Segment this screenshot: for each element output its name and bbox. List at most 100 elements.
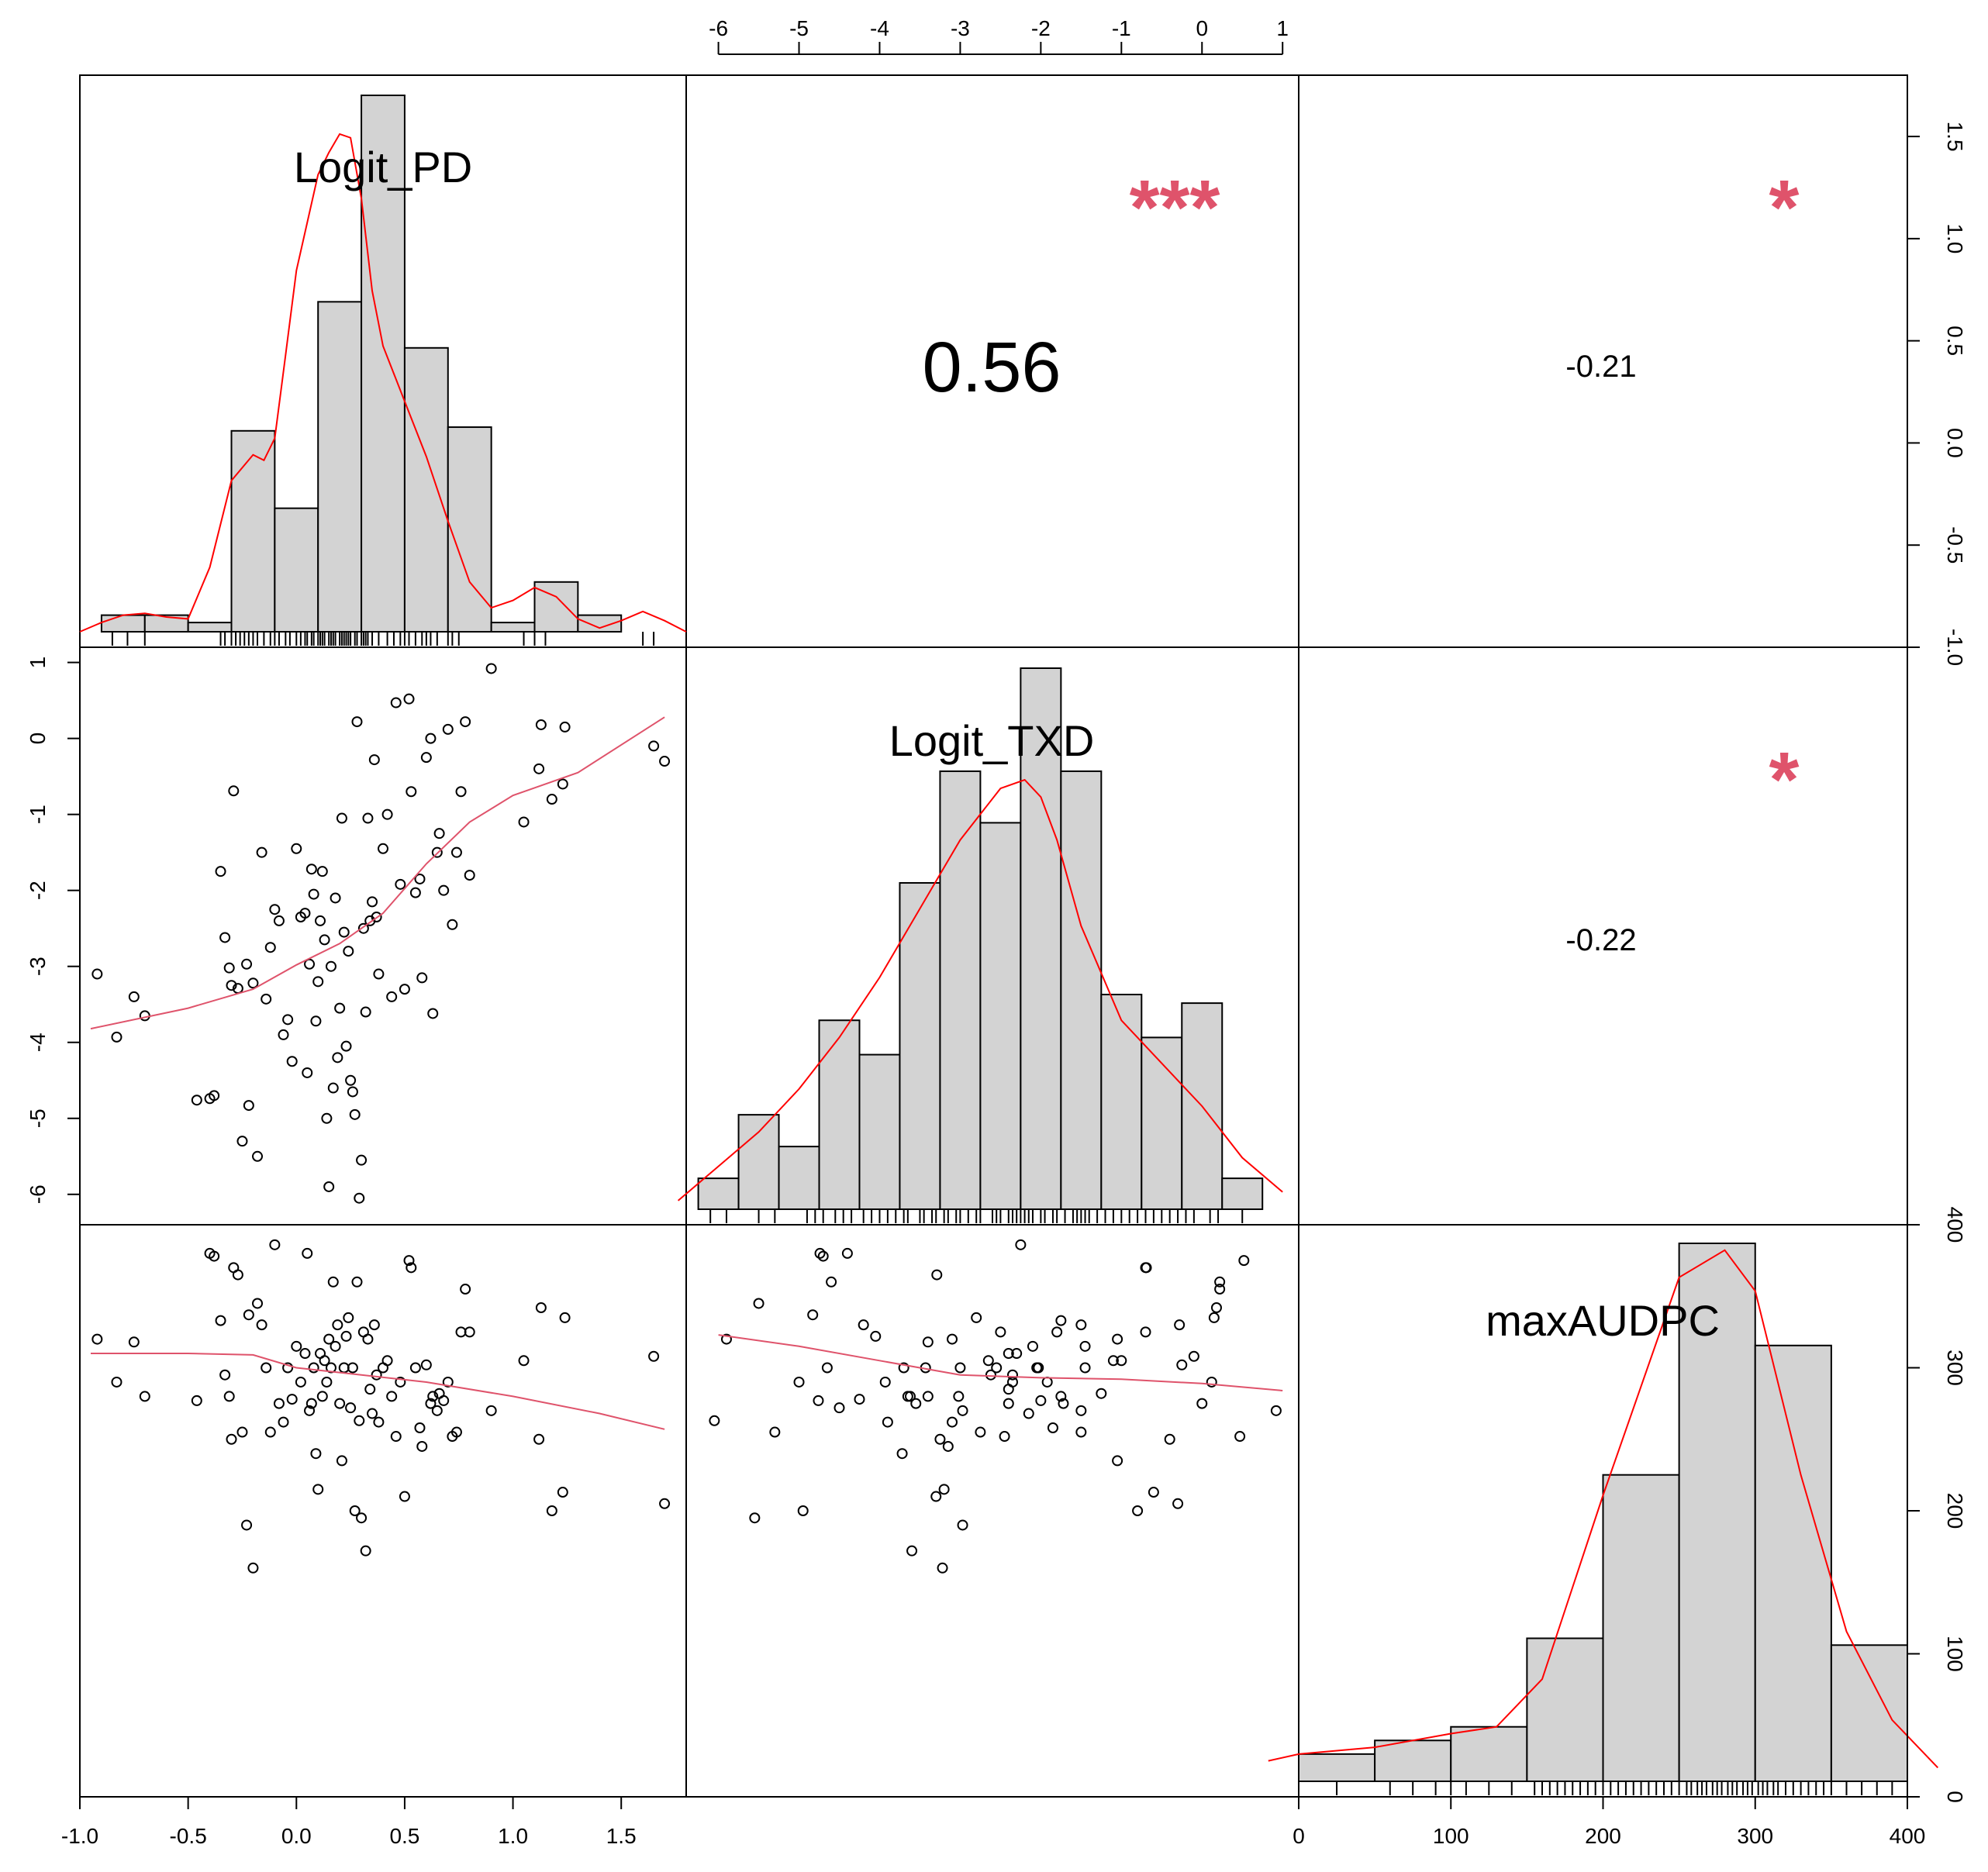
scatter-point-txd-audpc xyxy=(957,1519,968,1531)
histogram-bar-maxaudpc xyxy=(1374,1739,1452,1783)
scatter-point-pd-txd xyxy=(226,980,237,991)
significance-stars-pd-txd: *** xyxy=(1130,164,1220,251)
scatter-point-pd-txd xyxy=(395,878,406,890)
scatter-point-txd-audpc xyxy=(954,1362,966,1374)
scatter-point-pd-audpc xyxy=(390,1431,402,1443)
scatter-point-pd-audpc xyxy=(416,1440,428,1452)
scatter-point-pd-audpc xyxy=(128,1336,140,1348)
scatter-point-pd-audpc xyxy=(215,1315,226,1326)
scatter-point-txd-audpc xyxy=(1055,1315,1067,1326)
right-audpc-tick-label: 100 xyxy=(1943,1636,1967,1672)
scatter-point-txd-audpc xyxy=(813,1395,824,1406)
right-audpc-tick-label: 200 xyxy=(1943,1493,1967,1529)
histogram-bar-logit_txd xyxy=(1060,770,1103,1210)
scatter-point-pd-txd xyxy=(215,866,226,877)
histogram-bar-logit_pd xyxy=(230,429,276,633)
histogram-bar-logit_pd xyxy=(317,301,363,633)
scatter-point-pd-txd xyxy=(305,864,317,875)
top-txd-tick-label: -4 xyxy=(870,16,889,40)
scatter-point-pd-audpc xyxy=(247,1562,259,1574)
scatter-point-txd-audpc xyxy=(709,1415,720,1426)
right-audpc-tick-label: 0 xyxy=(1943,1791,1967,1803)
histogram-bar-maxaudpc xyxy=(1526,1637,1604,1783)
scatter-point-txd-audpc xyxy=(793,1376,805,1388)
scatter-point-pd-txd xyxy=(128,991,140,1002)
scatter-point-pd-audpc xyxy=(252,1298,264,1309)
left-txd-tick-label: -3 xyxy=(26,957,50,976)
bottom-audpc-tick-label: 400 xyxy=(1890,1824,1926,1848)
top-txd-tick-label: -2 xyxy=(1031,16,1051,40)
scatter-point-txd-audpc xyxy=(769,1426,781,1438)
scatter-point-pd-txd xyxy=(381,808,393,820)
scatter-point-txd-audpc xyxy=(1210,1302,1222,1314)
scatter-point-pd-audpc xyxy=(243,1309,254,1321)
scatter-point-pd-audpc xyxy=(232,1269,243,1281)
scatter-point-txd-audpc xyxy=(1051,1326,1063,1338)
axes-layer: -1.0 -0.5 0.0 0.5 1.0 1.5 0 100 200 300 400-6 -5 -4-… xyxy=(26,16,1967,1848)
scatter-point-pd-audpc xyxy=(191,1395,202,1406)
scatter-point-pd-txd xyxy=(321,1112,333,1124)
scatter-point-pd-txd xyxy=(425,733,437,744)
scatter-point-txd-audpc xyxy=(1003,1398,1014,1409)
histogram-bar-logit_pd xyxy=(490,622,536,633)
histogram-bar-logit_txd xyxy=(1020,667,1062,1210)
left-txd-tick-label: 1 xyxy=(26,657,50,669)
scatter-point-txd-audpc xyxy=(821,1362,833,1374)
histogram-bar-maxaudpc xyxy=(1298,1753,1376,1783)
scatter-point-pd-txd xyxy=(368,754,380,766)
histogram-bar-logit_txd xyxy=(778,1146,820,1210)
scatter-point-txd-audpc xyxy=(1055,1391,1067,1402)
scatter-point-txd-audpc xyxy=(1033,1362,1044,1374)
scatter-point-pd-txd xyxy=(323,1181,335,1192)
histogram-bar-logit_txd xyxy=(1221,1177,1264,1210)
scatter-point-pd-txd xyxy=(659,756,671,767)
scatter-point-pd-txd xyxy=(236,1136,248,1147)
bottom-audpc-tick-label: 200 xyxy=(1585,1824,1621,1848)
scatter-point-pd-txd xyxy=(518,816,530,828)
scatter-point-pd-txd xyxy=(273,915,285,926)
histogram-bar-logit_pd xyxy=(274,507,319,633)
scatter-point-pd-txd xyxy=(557,778,568,790)
scatter-point-pd-audpc xyxy=(308,1362,319,1374)
scatter-point-pd-audpc xyxy=(438,1395,450,1406)
histogram-bar-logit_pd xyxy=(187,622,233,633)
scatter-point-pd-audpc xyxy=(286,1394,298,1405)
scatter-point-pd-txd xyxy=(282,1014,294,1026)
scatter-point-pd-txd xyxy=(312,976,324,988)
scatter-point-pd-txd xyxy=(485,663,497,674)
scatter-point-pd-txd xyxy=(360,1006,371,1018)
scatter-point-txd-audpc xyxy=(749,1512,761,1524)
scatter-point-txd-audpc xyxy=(1214,1284,1226,1295)
scatter-point-txd-audpc xyxy=(814,1247,826,1259)
histogram-bar-logit_pd xyxy=(577,614,623,633)
scatter-point-pd-audpc xyxy=(325,1362,337,1374)
scatter-point-pd-audpc xyxy=(399,1491,410,1502)
scatter-point-txd-audpc xyxy=(1214,1276,1226,1288)
histogram-bar-logit_txd xyxy=(939,770,982,1210)
scatter-point-pd-audpc xyxy=(386,1391,398,1402)
scatter-point-txd-audpc xyxy=(1140,1326,1151,1338)
scatter-point-pd-audpc xyxy=(464,1326,475,1338)
scatter-point-pd-audpc xyxy=(362,1333,374,1345)
scatter-point-pd-audpc xyxy=(330,1340,341,1352)
scatter-point-txd-audpc xyxy=(971,1312,982,1323)
scatter-point-pd-txd xyxy=(308,888,319,900)
scatter-point-txd-audpc xyxy=(910,1398,922,1409)
scatter-point-pd-txd xyxy=(269,904,281,915)
smooth-lines-layer xyxy=(90,716,1283,1430)
histogram-bar-maxaudpc xyxy=(1450,1725,1528,1782)
scatter-point-txd-audpc xyxy=(1003,1348,1014,1360)
scatter-point-pd-audpc xyxy=(364,1384,376,1395)
scatter-point-txd-audpc xyxy=(1035,1395,1047,1406)
scatter-point-txd-audpc xyxy=(942,1440,954,1452)
scatter-point-txd-audpc xyxy=(1270,1405,1282,1416)
scatter-point-pd-txd xyxy=(399,984,410,995)
scatter-point-txd-audpc xyxy=(1011,1348,1023,1360)
scatter-point-pd-audpc xyxy=(442,1376,454,1388)
scatter-point-txd-audpc xyxy=(817,1250,829,1262)
scatter-point-pd-txd xyxy=(334,1002,346,1014)
scatter-point-txd-audpc xyxy=(1172,1498,1184,1509)
scatter-point-pd-audpc xyxy=(367,1408,378,1419)
scatter-point-pd-audpc xyxy=(343,1312,354,1323)
